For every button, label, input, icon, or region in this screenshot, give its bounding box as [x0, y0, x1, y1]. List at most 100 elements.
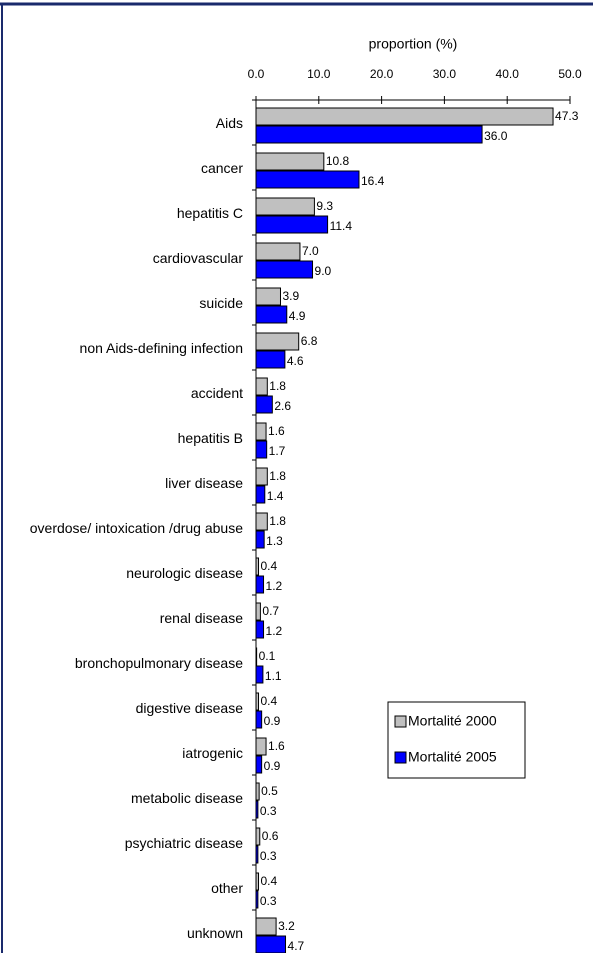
value-label: 0.3: [260, 894, 277, 908]
bar: [255, 485, 266, 504]
x-axis-label: proportion (%): [369, 36, 458, 52]
x-tick-label: 30.0: [433, 67, 457, 81]
bar: [255, 242, 301, 261]
value-label: 10.8: [326, 154, 350, 168]
value-label: 36.0: [484, 129, 508, 143]
y-tick-label: cancer: [201, 160, 243, 176]
bar: [255, 170, 360, 189]
value-label: 4.7: [288, 939, 305, 953]
bar: [255, 197, 315, 216]
value-label: 3.2: [278, 919, 295, 933]
y-tick-label: hepatitis B: [178, 430, 243, 446]
y-tick-label: Aids: [216, 115, 243, 131]
bar: [255, 125, 483, 144]
legend-box: [387, 701, 526, 779]
bar: [255, 332, 300, 351]
bar: [255, 737, 267, 756]
value-label: 0.9: [264, 759, 281, 773]
y-tick-label: overdose/ intoxication /drug abuse: [30, 520, 243, 536]
x-tick-label: 0.0: [248, 67, 265, 81]
y-tick-label: bronchopulmonary disease: [75, 655, 243, 671]
value-label: 0.3: [260, 804, 277, 818]
value-label: 0.6: [262, 829, 279, 843]
value-label: 16.4: [361, 174, 385, 188]
y-tick-label: neurologic disease: [126, 565, 243, 581]
bar: [255, 665, 264, 684]
value-label: 1.2: [266, 624, 283, 638]
value-label: 0.4: [261, 694, 278, 708]
y-tick-label: accident: [191, 385, 243, 401]
bar: [255, 350, 286, 369]
bar: [255, 602, 261, 621]
bar: [255, 107, 554, 126]
bar: [255, 935, 287, 953]
bar: [255, 620, 265, 639]
y-tick-label: other: [211, 880, 243, 896]
x-tick-label: 50.0: [558, 67, 582, 81]
value-label: 7.0: [302, 244, 319, 258]
value-label: 0.5: [261, 784, 278, 798]
x-tick-label: 10.0: [307, 67, 331, 81]
bar: [255, 440, 268, 459]
y-tick-label: metabolic disease: [131, 790, 243, 806]
y-tick-label: iatrogenic: [182, 745, 243, 761]
legend-label: Mortalité 2005: [408, 749, 497, 765]
value-label: 0.7: [262, 604, 279, 618]
value-label: 0.4: [261, 559, 278, 573]
value-label: 1.7: [269, 444, 286, 458]
bar: [255, 422, 267, 441]
value-label: 47.3: [555, 109, 579, 123]
value-label: 1.8: [269, 469, 286, 483]
bar: [255, 710, 263, 729]
x-tick-label: 20.0: [370, 67, 394, 81]
bar: [255, 827, 261, 846]
y-tick-label: renal disease: [160, 610, 243, 626]
y-tick-label: psychiatric disease: [125, 835, 243, 851]
value-label: 1.6: [268, 424, 285, 438]
value-label: 1.4: [267, 489, 284, 503]
value-label: 2.6: [274, 399, 291, 413]
bar: [255, 377, 268, 396]
bar: [255, 287, 281, 306]
bar: [255, 215, 329, 234]
bar: [255, 512, 268, 531]
bar: [255, 467, 268, 486]
y-tick-label: unknown: [187, 925, 243, 941]
legend-swatch: [394, 715, 407, 728]
y-tick-label: digestive disease: [136, 700, 244, 716]
bar: [255, 395, 273, 414]
y-tick-label: suicide: [199, 295, 243, 311]
bar: [255, 917, 277, 936]
y-tick-label: non Aids-defining infection: [80, 340, 243, 356]
value-label: 1.6: [268, 739, 285, 753]
bar: [255, 530, 265, 549]
legend-swatch: [394, 751, 407, 764]
value-label: 4.9: [289, 309, 306, 323]
bar: [255, 152, 325, 171]
bar: [255, 305, 288, 324]
bar: [255, 575, 265, 594]
y-tick-label: hepatitis C: [177, 205, 243, 221]
value-label: 0.1: [259, 649, 276, 663]
value-label: 9.3: [316, 199, 333, 213]
y-tick-label: cardiovascular: [153, 250, 244, 266]
value-label: 0.4: [261, 874, 278, 888]
legend-label: Mortalité 2000: [408, 713, 497, 729]
value-label: 1.3: [266, 534, 283, 548]
x-tick-label: 40.0: [496, 67, 520, 81]
value-label: 0.3: [260, 849, 277, 863]
value-label: 9.0: [315, 264, 332, 278]
value-label: 0.9: [264, 714, 281, 728]
value-label: 1.8: [269, 379, 286, 393]
bar: [255, 755, 263, 774]
value-label: 3.9: [282, 289, 299, 303]
value-label: 1.8: [269, 514, 286, 528]
value-label: 11.4: [330, 219, 353, 233]
value-label: 4.6: [287, 354, 304, 368]
value-label: 1.2: [266, 579, 283, 593]
value-label: 6.8: [301, 334, 318, 348]
value-label: 1.1: [265, 669, 282, 683]
bar: [255, 260, 314, 279]
